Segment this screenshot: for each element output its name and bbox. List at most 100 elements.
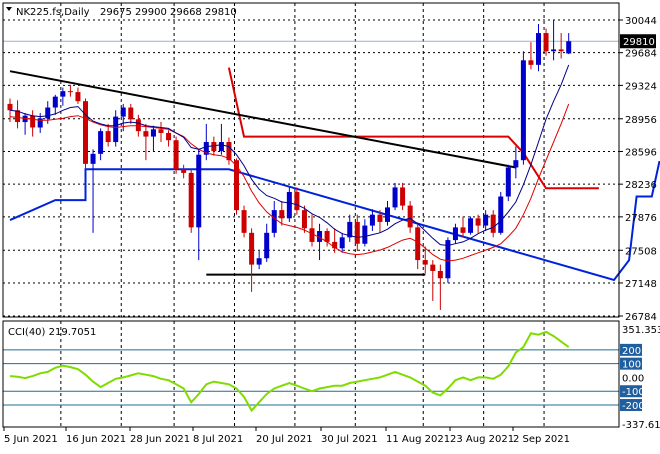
candle-layer[interactable] xyxy=(7,19,572,311)
candle-body[interactable] xyxy=(294,191,300,211)
candle-body[interactable] xyxy=(324,231,330,242)
candle-body[interactable] xyxy=(75,92,81,102)
candle-body[interactable] xyxy=(234,160,239,211)
candle-body[interactable] xyxy=(354,221,360,244)
candle-body[interactable] xyxy=(460,227,466,233)
candle-body[interactable] xyxy=(452,227,458,241)
cci-level-tag: 200 xyxy=(622,346,641,357)
candle-body[interactable] xyxy=(249,232,255,265)
candle-body[interactable] xyxy=(90,153,96,164)
candle-body[interactable] xyxy=(105,131,111,143)
candle-body[interactable] xyxy=(543,33,549,52)
candle-body[interactable] xyxy=(513,160,519,168)
ohlc-readout: 29675 29900 29668 29810 xyxy=(100,7,237,18)
ma-fast-line xyxy=(9,64,570,247)
candle-body[interactable] xyxy=(332,241,338,249)
candle-body[interactable] xyxy=(400,187,406,206)
candle-body[interactable] xyxy=(30,115,36,128)
candle-body[interactable] xyxy=(188,172,194,228)
collapse-triangle-icon[interactable] xyxy=(6,7,12,11)
cci-level-tag-bg xyxy=(620,385,642,398)
y-tick-label: 30044 xyxy=(625,16,657,27)
candle-body[interactable] xyxy=(196,154,202,228)
candle-body[interactable] xyxy=(309,228,315,242)
candle-body[interactable] xyxy=(271,210,277,233)
candle-body[interactable] xyxy=(317,231,323,242)
candle-body[interactable] xyxy=(437,270,443,279)
y-tick-label: 28596 xyxy=(625,147,657,158)
candle-body[interactable] xyxy=(392,187,398,208)
candle-body[interactable] xyxy=(362,225,368,244)
candle-body[interactable] xyxy=(211,142,217,152)
candle-body[interactable] xyxy=(498,196,504,233)
candle-body[interactable] xyxy=(150,129,156,137)
candle-body[interactable] xyxy=(377,214,383,222)
cci-level-tag-bg xyxy=(620,357,642,370)
candle-body[interactable] xyxy=(566,41,572,54)
x-tick-label: 28 Jun 2021 xyxy=(130,434,190,445)
candle-body[interactable] xyxy=(226,142,232,161)
candle-body[interactable] xyxy=(339,237,345,249)
candle-body[interactable] xyxy=(98,131,104,154)
cci-layer xyxy=(3,330,619,413)
candle-body[interactable] xyxy=(166,132,172,141)
candle-body[interactable] xyxy=(158,129,164,133)
candle-body[interactable] xyxy=(203,142,209,155)
candle-body[interactable] xyxy=(505,167,511,197)
x-tick-label: 11 Aug 2021 xyxy=(386,434,450,445)
candle-body[interactable] xyxy=(52,96,58,108)
candle-body[interactable] xyxy=(60,91,66,97)
candle-body[interactable] xyxy=(490,214,496,233)
candle-body[interactable] xyxy=(218,142,224,152)
moving-averages-layer xyxy=(9,64,570,262)
cci-level-tag: -200 xyxy=(622,401,645,412)
overlay-layer xyxy=(3,40,660,282)
candle-body[interactable] xyxy=(7,103,13,111)
candle-body[interactable] xyxy=(445,240,451,279)
chart-title: NK225.fs,Daily xyxy=(16,7,90,18)
x-tick-label: 5 Jun 2021 xyxy=(4,434,58,445)
candle-body[interactable] xyxy=(483,214,489,226)
candle-body[interactable] xyxy=(385,207,390,222)
candle-body[interactable] xyxy=(558,49,564,52)
candle-body[interactable] xyxy=(415,227,421,261)
candle-body[interactable] xyxy=(181,169,187,173)
candle-body[interactable] xyxy=(528,60,534,65)
candle-body[interactable] xyxy=(67,91,73,93)
cci-y-tick-label: -337.6181 xyxy=(622,420,660,431)
candle-body[interactable] xyxy=(551,49,557,52)
candle-body[interactable] xyxy=(430,264,436,271)
x-tick-label: 16 Jun 2021 xyxy=(66,434,126,445)
candle-body[interactable] xyxy=(407,205,413,228)
candle-body[interactable] xyxy=(143,131,149,137)
candle-body[interactable] xyxy=(286,191,292,219)
candle-body[interactable] xyxy=(173,140,179,170)
candle-body[interactable] xyxy=(279,210,285,219)
x-tick-label: 23 Aug 2021 xyxy=(450,434,514,445)
candle-body[interactable] xyxy=(520,60,526,161)
candle-body[interactable] xyxy=(536,33,541,65)
candle-body[interactable] xyxy=(83,101,88,164)
candle-body[interactable] xyxy=(128,107,134,120)
candle-body[interactable] xyxy=(120,107,126,117)
main-panel-frame xyxy=(2,2,620,318)
candle-body[interactable] xyxy=(468,218,474,233)
y-tick-label: 27876 xyxy=(625,213,657,224)
candle-body[interactable] xyxy=(113,116,119,143)
candle-body[interactable] xyxy=(264,232,270,259)
y-tick-label: 29324 xyxy=(625,81,657,92)
candle-body[interactable] xyxy=(37,118,43,128)
y-tick-label: 26784 xyxy=(625,312,657,323)
candle-body[interactable] xyxy=(369,214,375,226)
candle-body[interactable] xyxy=(45,107,51,119)
candle-body[interactable] xyxy=(422,260,428,265)
candle-body[interactable] xyxy=(301,210,307,229)
candle-body[interactable] xyxy=(241,210,247,233)
x-tick-label: 20 Jul 2021 xyxy=(256,434,313,445)
cci-level-tag-bg xyxy=(620,343,642,356)
candle-body[interactable] xyxy=(475,218,481,226)
candle-body[interactable] xyxy=(347,221,353,238)
candle-body[interactable] xyxy=(256,258,262,265)
candle-body[interactable] xyxy=(15,110,21,123)
